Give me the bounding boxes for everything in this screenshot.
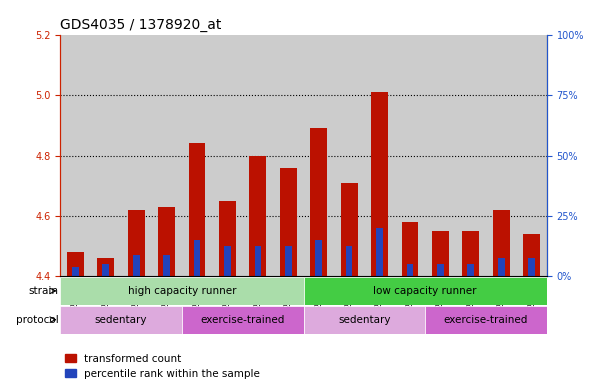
- Bar: [102, 265, 109, 276]
- Text: sedentary: sedentary: [95, 314, 147, 325]
- Bar: [194, 240, 200, 276]
- Text: high capacity runner: high capacity runner: [127, 286, 236, 296]
- Bar: [316, 240, 322, 276]
- Bar: [341, 183, 358, 276]
- Bar: [432, 231, 449, 276]
- Bar: [67, 252, 84, 276]
- Text: protocol: protocol: [16, 314, 58, 325]
- Bar: [407, 265, 413, 276]
- Bar: [254, 246, 261, 276]
- Bar: [523, 234, 540, 276]
- Bar: [224, 246, 231, 276]
- Text: GDS4035 / 1378920_at: GDS4035 / 1378920_at: [60, 18, 222, 32]
- Bar: [463, 231, 479, 276]
- Bar: [401, 222, 418, 276]
- Bar: [60, 306, 182, 333]
- Text: low capacity runner: low capacity runner: [373, 286, 477, 296]
- Bar: [468, 265, 474, 276]
- Bar: [310, 128, 327, 276]
- Legend: transformed count, percentile rank within the sample: transformed count, percentile rank withi…: [66, 354, 260, 379]
- Bar: [280, 168, 297, 276]
- Text: exercise-trained: exercise-trained: [201, 314, 285, 325]
- Bar: [72, 267, 79, 276]
- Bar: [163, 255, 170, 276]
- Bar: [182, 306, 304, 333]
- Bar: [304, 277, 547, 305]
- Bar: [285, 246, 291, 276]
- Bar: [498, 258, 505, 276]
- Bar: [493, 210, 510, 276]
- Bar: [97, 258, 114, 276]
- Bar: [219, 201, 236, 276]
- Bar: [133, 255, 139, 276]
- Bar: [376, 228, 383, 276]
- Text: sedentary: sedentary: [338, 314, 391, 325]
- Bar: [189, 144, 206, 276]
- Bar: [249, 156, 266, 276]
- Bar: [128, 210, 144, 276]
- Bar: [346, 246, 353, 276]
- Bar: [371, 92, 388, 276]
- Bar: [304, 306, 426, 333]
- Text: strain: strain: [29, 286, 58, 296]
- Bar: [426, 306, 547, 333]
- Bar: [60, 277, 304, 305]
- Bar: [437, 265, 444, 276]
- Text: exercise-trained: exercise-trained: [444, 314, 528, 325]
- Bar: [158, 207, 175, 276]
- Bar: [528, 258, 535, 276]
